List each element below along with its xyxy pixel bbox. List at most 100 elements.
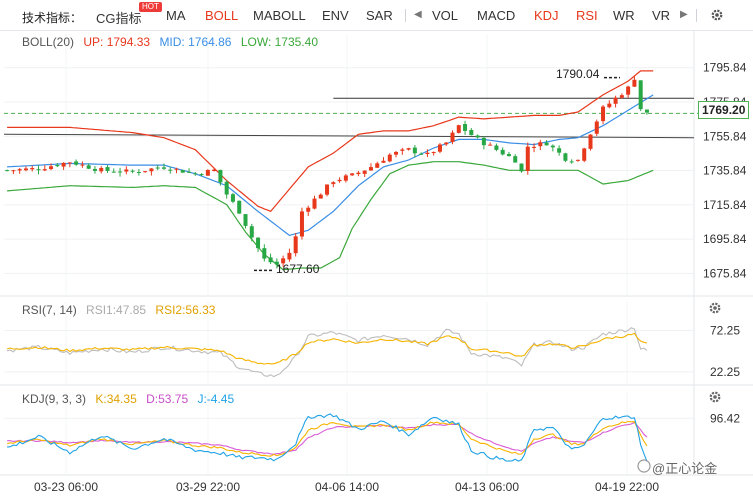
rsi-tick-label: 22.25 [710,365,740,379]
tab-boll[interactable]: BOLL [205,8,239,23]
candle-body [588,134,593,149]
kdj-settings-gear-icon[interactable] [708,390,722,404]
candle-body [375,163,380,168]
rsi-legend: RSI(7, 14) RSI1:47.85 RSI2:56.33 [22,303,221,317]
rsi1-value: RSI1:47.85 [86,303,147,317]
candle-body [456,125,461,133]
rsi1-line [6,327,648,378]
kdj-legend: KDJ(9, 3, 3) K:34.35 D:53.75 J:-4.45 [22,392,240,406]
tab-rsi[interactable]: RSI [576,8,598,23]
candle-body [99,167,104,172]
candle-body [124,169,129,172]
kdj-k-value: K:34.35 [95,392,137,406]
tab-kdj[interactable]: KDJ [534,8,559,23]
candle-body [400,149,405,151]
candle-body [318,194,323,199]
candle-body [325,184,330,195]
candle-body [168,169,173,171]
kdj-j-line [7,413,648,462]
candle-body [350,173,355,176]
candle-body [118,171,123,173]
candle-body [17,169,22,171]
candle-body [500,149,505,155]
candle-body [575,159,580,161]
watermark-text: @正心论金 [652,461,718,476]
candle-body [419,153,424,155]
boll-label: BOLL(20) [22,35,75,49]
candle-body [274,261,279,265]
gear-icon[interactable] [710,8,724,22]
candle-body [444,142,449,145]
boll-up-value: UP: 1794.33 [83,35,151,49]
x-tick-label: 04-19 22:00 [595,480,659,494]
candle-body [92,168,97,171]
tab-sar[interactable]: SAR [366,8,393,23]
candle-body [343,175,348,181]
candle-body [525,146,530,171]
watermark-logo-icon [637,459,651,473]
tab-vr[interactable]: VR [652,8,671,23]
candle-body [5,170,10,172]
candle-body [212,169,217,171]
tab-vol[interactable]: VOL [432,8,459,23]
boll-low-value: LOW: 1735.40 [240,35,318,49]
indicator-label: 技术指标： [22,11,83,25]
candle-body [532,146,537,148]
boll-upper-band [7,70,654,213]
candle-body [149,168,154,172]
chevron-right-icon[interactable]: ▶ [680,9,688,20]
candle-body [193,173,198,175]
candle-body [218,169,223,183]
price-tick-label: 1735.84 [703,164,747,178]
chevron-left-icon[interactable]: ◀ [414,9,422,20]
price-tick-label: 1755.84 [703,129,747,143]
low-annotation: 1677.60 [276,262,320,276]
candle-body [256,237,261,249]
boll-mid-value: MID: 1764.86 [159,35,232,49]
tab-macd[interactable]: MACD [477,8,516,23]
rsi-tick-label: 72.25 [710,324,740,338]
candle-body [74,161,79,165]
tab-cg-indicator[interactable]: CG指标 [96,11,142,26]
candle-body [563,153,568,161]
kdj-k-line [6,420,648,457]
candle-body [80,164,85,166]
candle-body [569,161,574,163]
tab-ma[interactable]: MA [166,8,186,23]
candle-body [130,170,135,172]
candle-body [199,174,204,176]
candle-body [11,170,16,172]
tab-maboll[interactable]: MABOLL [253,8,306,23]
candle-body [544,142,549,146]
candle-body [594,121,599,134]
candle-body [55,164,60,167]
toolbar-divider [405,9,406,22]
x-tick-label: 03-23 06:00 [34,480,98,494]
candle-body [262,248,267,259]
candle-body [136,171,141,173]
candle-body [111,171,116,173]
candle-body [237,200,242,214]
candle-body [293,236,298,254]
candle-body [557,148,562,153]
candle-body [337,179,342,182]
price-tick-label: 1795.84 [703,61,747,75]
candle-body [513,156,518,163]
candle-body [155,167,160,169]
candle-body [36,169,41,171]
price-tick-label: 1695.84 [703,232,747,246]
candle-body [105,167,110,171]
candle-body [619,95,624,98]
kdj-j-value: J:-4.45 [197,392,235,406]
tab-env[interactable]: ENV [322,8,349,23]
candle-body [412,147,417,154]
rsi-settings-gear-icon[interactable] [708,301,722,315]
toolbar-divider [696,9,697,22]
candle-body [174,168,179,170]
price-tick-label: 1675.84 [703,266,747,280]
tab-wr[interactable]: WR [613,8,635,23]
candle-body [161,167,166,169]
candle-body [469,129,474,136]
candle-body [463,124,468,131]
